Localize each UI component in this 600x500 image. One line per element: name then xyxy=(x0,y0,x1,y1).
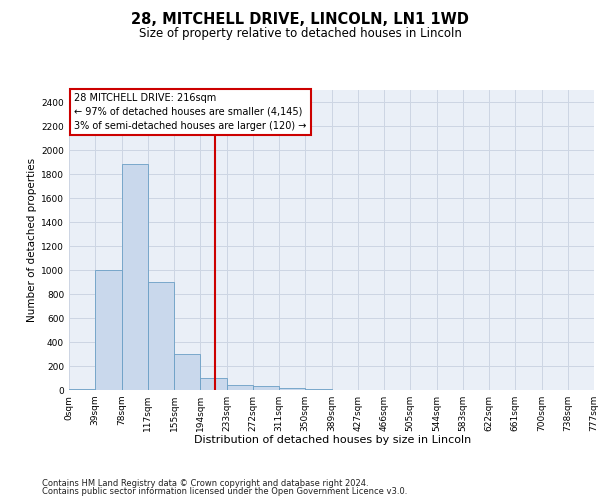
Bar xyxy=(279,388,305,390)
Text: 28, MITCHELL DRIVE, LINCOLN, LN1 1WD: 28, MITCHELL DRIVE, LINCOLN, LN1 1WD xyxy=(131,12,469,28)
Bar xyxy=(227,384,253,390)
Bar xyxy=(148,282,174,390)
Bar xyxy=(253,386,279,390)
Bar xyxy=(200,378,227,390)
Text: 28 MITCHELL DRIVE: 216sqm
← 97% of detached houses are smaller (4,145)
3% of sem: 28 MITCHELL DRIVE: 216sqm ← 97% of detac… xyxy=(74,93,307,131)
Text: Contains public sector information licensed under the Open Government Licence v3: Contains public sector information licen… xyxy=(42,487,407,496)
Y-axis label: Number of detached properties: Number of detached properties xyxy=(27,158,37,322)
Text: Contains HM Land Registry data © Crown copyright and database right 2024.: Contains HM Land Registry data © Crown c… xyxy=(42,478,368,488)
Text: Size of property relative to detached houses in Lincoln: Size of property relative to detached ho… xyxy=(139,28,461,40)
Text: Distribution of detached houses by size in Lincoln: Distribution of detached houses by size … xyxy=(194,435,472,445)
Bar xyxy=(69,389,95,390)
Bar xyxy=(174,354,200,390)
Bar xyxy=(121,164,148,390)
Bar xyxy=(95,270,121,390)
